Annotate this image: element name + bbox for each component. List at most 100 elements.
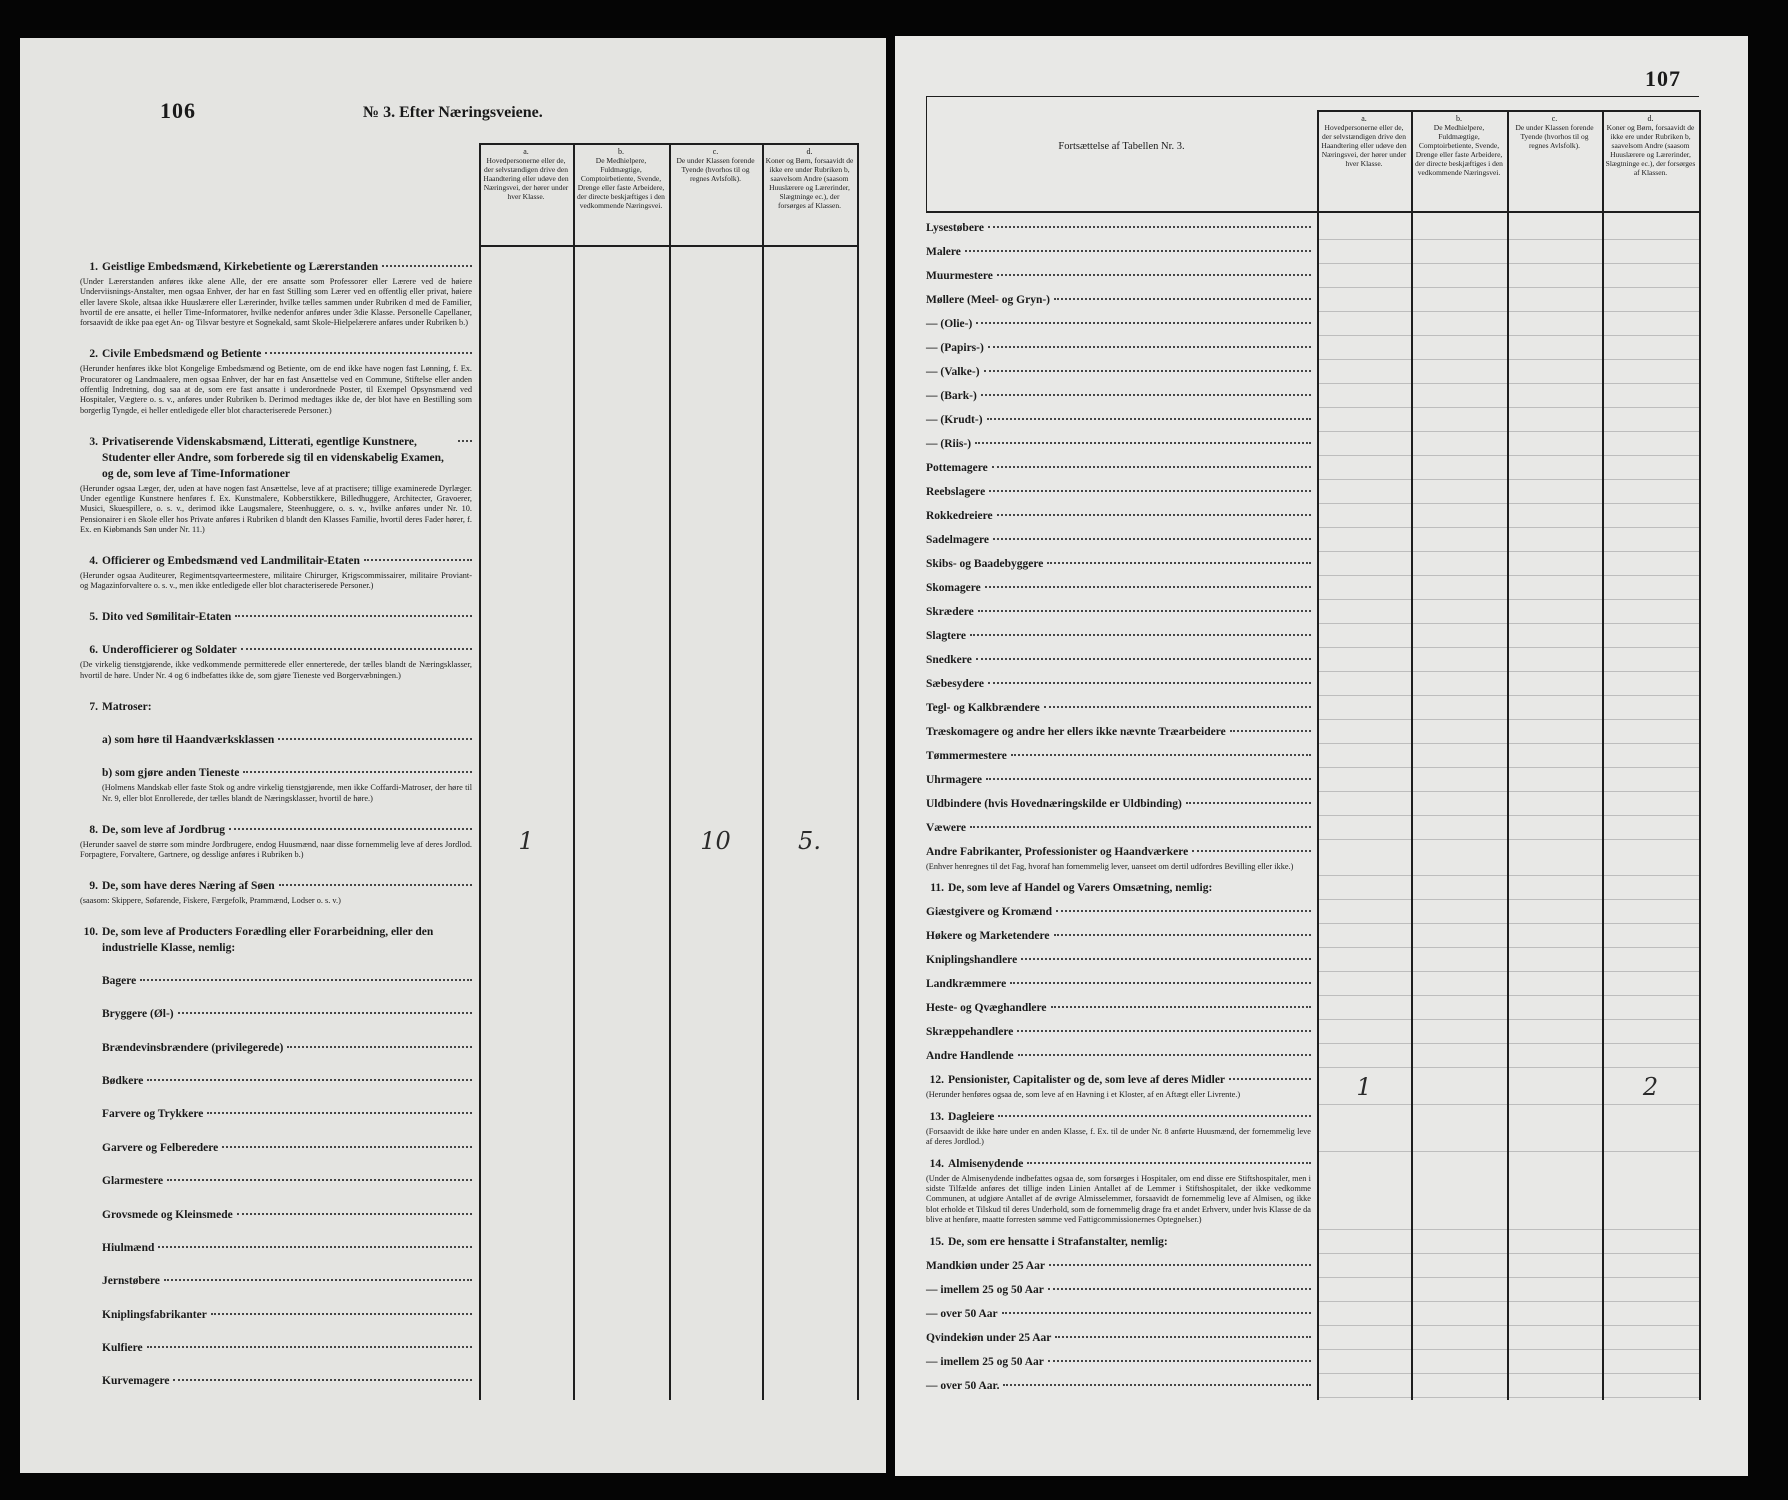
row-label: Kurvemagere <box>102 1373 472 1389</box>
dot-leader <box>158 1245 472 1248</box>
row-label: Farvere og Trykkere <box>102 1106 472 1122</box>
table-row: 3. Privatiserende Videnskabsmænd, Littera… <box>80 425 857 544</box>
label-line: 5. Dito ved Sømilitair-Etaten <box>80 609 472 625</box>
row-number: 2. <box>89 348 98 361</box>
label-text: Snedkere <box>926 654 972 666</box>
row-label: Lysestøbere <box>926 220 1311 236</box>
page-number: 107 <box>1645 66 1681 91</box>
label-line: Malere <box>926 244 1311 260</box>
label-line: Rokkedreiere <box>926 508 1311 524</box>
table-row: Jernstøbere <box>80 1265 857 1298</box>
row-label: — over 50 Aar <box>926 1306 1311 1322</box>
label-text: Garvere og Felberedere <box>102 1141 219 1154</box>
label-line: — over 50 Aar <box>926 1306 1311 1322</box>
dot-leader <box>173 1379 472 1382</box>
label-text: Bryggere (Øl-) <box>102 1008 174 1021</box>
table-row: 10. De, som leve af Producters Forædling … <box>80 915 857 964</box>
table-row: a) som høre til Haandværksklassen <box>80 723 857 756</box>
row-number: 1. <box>89 260 98 273</box>
label-text: Glarmestere <box>102 1175 164 1188</box>
label-text: Dito ved Sømilitair-Etaten <box>102 611 232 624</box>
dot-leader <box>140 978 472 981</box>
label-text: Muurmestere <box>926 270 993 282</box>
dot-leader <box>1027 1161 1311 1164</box>
table-row: Lysestøbere <box>926 216 1699 240</box>
label-text: Kniplingshandlere <box>926 954 1018 967</box>
column-header: c. De under Klassen forende Tyende (hvorh… <box>669 147 762 183</box>
row-label: Bødkere <box>102 1073 472 1089</box>
label-line: Andre Handlende <box>926 1048 1311 1064</box>
row-note: (Under de Almisenydende indbefattes ogsa… <box>926 1173 1311 1225</box>
label-line: Skibs- og Baadebyggere <box>926 556 1311 572</box>
label-line: — (Olie-) <box>926 316 1311 332</box>
dot-leader <box>167 1179 472 1182</box>
dot-leader <box>970 634 1311 636</box>
dot-leader <box>991 466 1311 468</box>
row-number: 13. <box>929 1110 944 1123</box>
table-row: Farvere og Trykkere <box>80 1098 857 1131</box>
table-row: Tegl- og Kalkbrændere <box>926 696 1699 720</box>
label-text: Bagere <box>102 974 137 987</box>
table-row: Malere <box>926 240 1699 264</box>
label-text: De, som leve af Handel og Varers Omsætni… <box>948 882 1213 895</box>
row-label: 4. Officierer og Embedsmænd ved Landmilit… <box>80 553 472 592</box>
table-row: Andre Handlende <box>926 1044 1699 1069</box>
table-row: 1. Geistlige Embedsmænd, Kirkebetiente og… <box>80 250 857 337</box>
row-label: 3. Privatiserende Videnskabsmænd, Littera… <box>80 434 472 536</box>
dot-leader <box>1047 1359 1311 1362</box>
dot-leader <box>235 615 472 618</box>
row-note: (Herunder ogsaa Læger, der, uden at have… <box>80 483 472 535</box>
label-text: Mandkiøn under 25 Aar <box>926 1259 1045 1272</box>
dot-leader <box>278 883 472 886</box>
label-text: Slagtere <box>926 630 967 642</box>
row-label: Pottemagere <box>926 460 1311 476</box>
table-row: Giæstgivere og Kromænd <box>926 900 1699 925</box>
left-page: 106 № 3. Efter Næringsveiene. 1. Geistlig… <box>20 38 886 1473</box>
label-text: Bødkere <box>102 1075 144 1088</box>
label-text: b) som gjøre anden Tieneste <box>102 767 240 780</box>
table-row: Skibs- og Baadebyggere <box>926 552 1699 576</box>
column-rule <box>1507 110 1509 1400</box>
table-row: Muurmestere <box>926 264 1699 288</box>
column-rule <box>762 143 764 1400</box>
dot-leader <box>163 1279 472 1282</box>
dot-leader <box>975 658 1311 660</box>
dot-leader <box>1003 1383 1311 1386</box>
table-row: Kulfiere <box>80 1331 857 1364</box>
row-label: Muurmestere <box>926 268 1311 284</box>
dot-leader <box>1056 910 1311 913</box>
dot-leader <box>1010 982 1311 985</box>
label-line: — imellem 25 og 50 Aar <box>926 1354 1311 1370</box>
row-label: Rokkedreiere <box>926 508 1311 524</box>
page-heading: № 3. Efter Næringsveiene. <box>363 104 543 121</box>
column-header: a. Hovedpersonerne eller de, der selvstæn… <box>1317 114 1411 168</box>
header-rule <box>926 96 1699 97</box>
column-text: De under Klassen forende Tyende (hvorhos… <box>1515 123 1594 150</box>
label-line: Skomagere <box>926 580 1311 596</box>
row-label: Møllere (Meel- og Gryn-) <box>926 292 1311 308</box>
label-text: Pottemagere <box>926 462 988 474</box>
label-text: — imellem 25 og 50 Aar <box>926 1283 1044 1296</box>
row-label: 7. Matroser: <box>80 699 472 715</box>
dot-leader <box>986 418 1311 420</box>
row-label: Reebslagere <box>926 484 1311 500</box>
dot-leader <box>980 394 1311 396</box>
column-text: Hovedpersonerne eller de, der selvstændi… <box>1321 123 1407 168</box>
label-line: Tømmermestere <box>926 748 1311 764</box>
label-line: Grovsmede og Kleinsmede <box>102 1207 472 1223</box>
handwritten-entry: 1 <box>1356 1072 1372 1101</box>
column-text: De under Klassen forende Tyende (hvorhos… <box>676 156 755 183</box>
label-text: Rokkedreiere <box>926 510 993 522</box>
column-header: a. Hovedpersonerne eller de, der selvstæn… <box>479 147 573 201</box>
label-line: Bagere <box>102 973 472 989</box>
label-text: a) som høre til Haandværksklassen <box>102 734 275 747</box>
dot-leader <box>1055 1335 1311 1338</box>
table-row: 8. De, som leve af Jordbrug (Herunder saav… <box>80 813 857 869</box>
label-text: Høkere og Marketendere <box>926 930 1050 943</box>
table-row: 13. Dagleiere (Forsaavidt de ikke høre und… <box>926 1105 1699 1152</box>
header-rule <box>1317 110 1699 112</box>
label-line: — (Bark-) <box>926 388 1311 404</box>
row-label: 6. Underofficierer og Soldater (De virkeli… <box>80 642 472 681</box>
label-text: De, som leve af Producters Forædling ell… <box>102 925 434 954</box>
label-text: — (Papirs-) <box>926 342 984 354</box>
